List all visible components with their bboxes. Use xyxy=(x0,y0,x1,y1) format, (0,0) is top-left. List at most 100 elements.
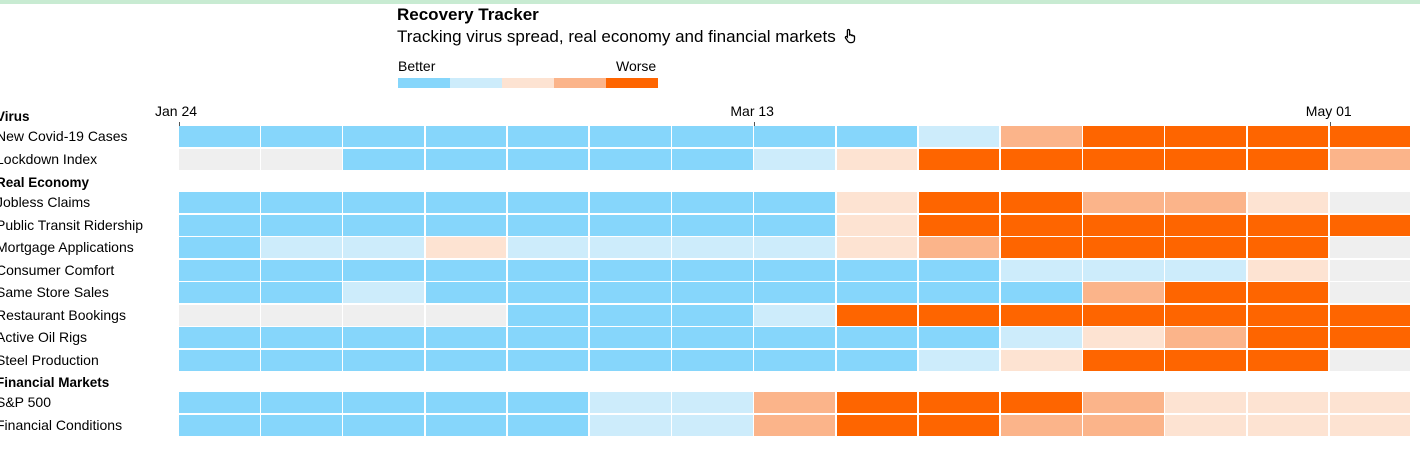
heatmap-cell[interactable] xyxy=(590,327,671,348)
heatmap-cell[interactable] xyxy=(1329,349,1411,371)
heatmap-cell[interactable] xyxy=(425,349,507,371)
heatmap-cell[interactable] xyxy=(836,349,918,371)
heatmap-cell[interactable] xyxy=(507,327,589,348)
heatmap-cell[interactable] xyxy=(261,126,342,147)
heatmap-cell[interactable] xyxy=(836,282,918,303)
heatmap-cell[interactable] xyxy=(754,349,836,371)
heatmap-cell[interactable] xyxy=(836,148,918,170)
heatmap-cell[interactable] xyxy=(672,126,753,147)
heatmap-cell[interactable] xyxy=(1165,259,1247,281)
heatmap-cell[interactable] xyxy=(507,259,589,281)
heatmap-cell[interactable] xyxy=(918,214,1000,236)
heatmap-cell[interactable] xyxy=(1083,392,1164,413)
heatmap-cell[interactable] xyxy=(918,237,1000,258)
heatmap-cell[interactable] xyxy=(1165,392,1247,413)
heatmap-cell[interactable] xyxy=(261,349,342,371)
heatmap-cell[interactable] xyxy=(1165,414,1247,436)
heatmap-cell[interactable] xyxy=(179,392,260,413)
heatmap-cell[interactable] xyxy=(1083,259,1164,281)
heatmap-cell[interactable] xyxy=(754,237,836,258)
heatmap-cell[interactable] xyxy=(836,327,918,348)
heatmap-cell[interactable] xyxy=(754,148,836,170)
heatmap-cell[interactable] xyxy=(425,282,507,303)
heatmap-cell[interactable] xyxy=(425,237,507,258)
heatmap-cell[interactable] xyxy=(1247,282,1329,303)
heatmap-cell[interactable] xyxy=(672,148,753,170)
heatmap-cell[interactable] xyxy=(1247,214,1329,236)
heatmap-cell[interactable] xyxy=(918,192,1000,213)
heatmap-cell[interactable] xyxy=(425,414,507,436)
heatmap-cell[interactable] xyxy=(1001,126,1082,147)
heatmap-cell[interactable] xyxy=(836,126,918,147)
heatmap-cell[interactable] xyxy=(754,392,836,413)
heatmap-cell[interactable] xyxy=(343,414,425,436)
heatmap-cell[interactable] xyxy=(672,304,753,326)
heatmap-cell[interactable] xyxy=(507,126,589,147)
heatmap-cell[interactable] xyxy=(754,214,836,236)
heatmap-cell[interactable] xyxy=(1329,327,1411,348)
heatmap-cell[interactable] xyxy=(425,192,507,213)
heatmap-cell[interactable] xyxy=(343,282,425,303)
heatmap-cell[interactable] xyxy=(836,214,918,236)
heatmap-cell[interactable] xyxy=(590,259,671,281)
heatmap-cell[interactable] xyxy=(754,304,836,326)
heatmap-cell[interactable] xyxy=(1165,192,1247,213)
heatmap-cell[interactable] xyxy=(1165,349,1247,371)
heatmap-cell[interactable] xyxy=(507,148,589,170)
heatmap-cell[interactable] xyxy=(1329,192,1411,213)
heatmap-cell[interactable] xyxy=(1083,126,1164,147)
heatmap-cell[interactable] xyxy=(1083,304,1164,326)
heatmap-cell[interactable] xyxy=(918,126,1000,147)
heatmap-cell[interactable] xyxy=(1247,259,1329,281)
heatmap-cell[interactable] xyxy=(590,304,671,326)
heatmap-cell[interactable] xyxy=(261,192,342,213)
heatmap-cell[interactable] xyxy=(179,214,260,236)
heatmap-cell[interactable] xyxy=(836,259,918,281)
heatmap-cell[interactable] xyxy=(179,304,260,326)
heatmap-cell[interactable] xyxy=(1329,237,1411,258)
heatmap-cell[interactable] xyxy=(261,259,342,281)
heatmap-cell[interactable] xyxy=(261,214,342,236)
heatmap-cell[interactable] xyxy=(1001,259,1082,281)
heatmap-cell[interactable] xyxy=(836,192,918,213)
heatmap-cell[interactable] xyxy=(425,392,507,413)
heatmap-cell[interactable] xyxy=(1247,392,1329,413)
heatmap-cell[interactable] xyxy=(1083,282,1164,303)
heatmap-cell[interactable] xyxy=(343,148,425,170)
heatmap-cell[interactable] xyxy=(343,392,425,413)
heatmap-cell[interactable] xyxy=(590,214,671,236)
heatmap-cell[interactable] xyxy=(507,304,589,326)
heatmap-cell[interactable] xyxy=(261,414,342,436)
heatmap-cell[interactable] xyxy=(590,392,671,413)
heatmap-cell[interactable] xyxy=(343,349,425,371)
heatmap-cell[interactable] xyxy=(1001,282,1082,303)
heatmap-cell[interactable] xyxy=(507,282,589,303)
heatmap-cell[interactable] xyxy=(261,148,342,170)
heatmap-cell[interactable] xyxy=(179,327,260,348)
heatmap-cell[interactable] xyxy=(1247,327,1329,348)
heatmap-cell[interactable] xyxy=(425,259,507,281)
heatmap-cell[interactable] xyxy=(672,259,753,281)
heatmap-cell[interactable] xyxy=(1329,148,1411,170)
heatmap-cell[interactable] xyxy=(1001,148,1082,170)
heatmap-cell[interactable] xyxy=(343,304,425,326)
heatmap-cell[interactable] xyxy=(507,349,589,371)
heatmap-cell[interactable] xyxy=(1001,192,1082,213)
heatmap-cell[interactable] xyxy=(343,126,425,147)
heatmap-cell[interactable] xyxy=(261,392,342,413)
heatmap-cell[interactable] xyxy=(179,259,260,281)
heatmap-cell[interactable] xyxy=(918,148,1000,170)
heatmap-cell[interactable] xyxy=(1083,192,1164,213)
heatmap-cell[interactable] xyxy=(918,349,1000,371)
heatmap-cell[interactable] xyxy=(836,392,918,413)
heatmap-cell[interactable] xyxy=(179,126,260,147)
heatmap-cell[interactable] xyxy=(1247,148,1329,170)
heatmap-cell[interactable] xyxy=(918,282,1000,303)
heatmap-cell[interactable] xyxy=(425,214,507,236)
heatmap-cell[interactable] xyxy=(1001,349,1082,371)
heatmap-cell[interactable] xyxy=(1247,237,1329,258)
heatmap-cell[interactable] xyxy=(1001,304,1082,326)
heatmap-cell[interactable] xyxy=(754,414,836,436)
heatmap-cell[interactable] xyxy=(754,259,836,281)
heatmap-cell[interactable] xyxy=(1329,214,1411,236)
